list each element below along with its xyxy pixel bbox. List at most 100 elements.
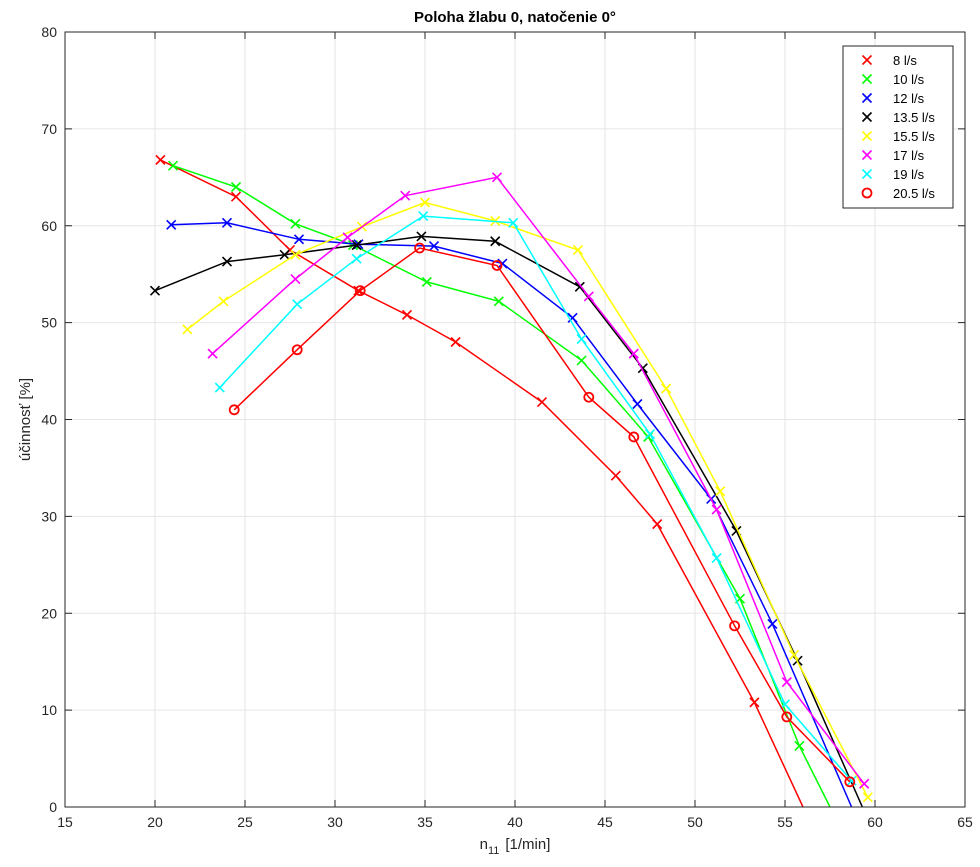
y-tick-label: 0 xyxy=(49,799,57,815)
legend-marker xyxy=(861,92,873,104)
data-point xyxy=(576,334,587,345)
data-point xyxy=(794,740,805,752)
data-point xyxy=(661,383,672,394)
data-point xyxy=(644,428,656,440)
data-point xyxy=(290,273,301,285)
series-1 xyxy=(155,154,804,807)
x-tick-label: 30 xyxy=(327,814,343,830)
y-tick-label: 50 xyxy=(41,315,57,331)
data-point xyxy=(221,217,233,228)
data-point xyxy=(491,172,503,183)
data-point xyxy=(416,231,427,242)
data-point xyxy=(166,219,177,230)
y-tick-label: 60 xyxy=(41,218,57,234)
data-point xyxy=(182,324,193,335)
x-axis-label-unit: [1/min] xyxy=(505,836,550,853)
x-tick-label: 65 xyxy=(957,814,973,830)
data-point xyxy=(497,258,508,269)
legend-label: 12 l/s xyxy=(893,91,925,106)
x-axis-label-subscript: 11 xyxy=(488,845,499,857)
x-tick-label: 40 xyxy=(507,814,523,830)
data-point xyxy=(749,697,760,708)
legend-label: 13.5 l/s xyxy=(893,110,935,125)
legend-marker xyxy=(861,54,873,66)
legend-entry: 15.5 l/s xyxy=(861,129,935,144)
y-tick-label: 80 xyxy=(41,24,57,40)
data-point xyxy=(572,244,584,256)
y-tick-label: 40 xyxy=(41,412,57,428)
data-point xyxy=(567,312,578,323)
x-tick-label: 25 xyxy=(237,814,253,830)
data-point xyxy=(490,236,501,247)
series-line xyxy=(233,247,851,783)
data-point xyxy=(450,336,461,348)
legend-marker xyxy=(861,111,873,123)
data-point xyxy=(844,776,856,788)
data-point xyxy=(715,486,726,497)
legend-box xyxy=(842,45,954,209)
data-point xyxy=(293,234,305,245)
x-tick-label: 35 xyxy=(417,814,433,830)
x-tick-label: 45 xyxy=(597,814,613,830)
data-point xyxy=(230,181,242,193)
legend-entry: 20.5 l/s xyxy=(861,186,935,201)
x-tick-label: 15 xyxy=(57,814,73,830)
series-layer xyxy=(149,154,873,807)
data-point xyxy=(414,242,426,254)
data-point xyxy=(781,676,792,688)
y-tick-label: 10 xyxy=(41,702,57,718)
series-6 xyxy=(207,172,870,789)
data-point xyxy=(862,792,873,803)
data-point xyxy=(221,256,233,267)
legend-entry: 10 l/s xyxy=(861,72,925,87)
x-axis-label: n11 [1/min] xyxy=(480,836,551,857)
data-point xyxy=(354,285,366,297)
data-point xyxy=(400,190,411,201)
legend-label: 19 l/s xyxy=(893,167,925,182)
y-tick-label: 20 xyxy=(41,605,57,621)
x-axis-label-main: n xyxy=(480,836,488,853)
legend-label: 8 l/s xyxy=(893,53,917,68)
data-point xyxy=(214,382,225,393)
data-point xyxy=(428,241,440,252)
data-point xyxy=(729,620,740,632)
data-point xyxy=(767,618,778,629)
data-point xyxy=(218,296,229,307)
data-point xyxy=(207,348,218,359)
legend-marker xyxy=(861,149,873,161)
data-point xyxy=(419,197,431,208)
data-point xyxy=(781,711,793,723)
series-8 xyxy=(228,242,856,788)
series-line xyxy=(212,176,865,785)
data-point xyxy=(652,519,663,530)
legend: 8 l/s 10 l/s 12 l/s 13.5 l/s 15.5 l/s 17 l/s 1… xyxy=(842,45,954,209)
legend-label: 15.5 l/s xyxy=(893,129,935,144)
data-point xyxy=(291,344,303,356)
data-point xyxy=(632,398,643,410)
data-point xyxy=(351,253,362,264)
x-tick-label: 60 xyxy=(867,814,883,830)
legend-marker xyxy=(861,73,873,85)
y-tick-label: 70 xyxy=(41,121,57,137)
y-tick-label: 30 xyxy=(41,508,57,524)
x-tick-label: 50 xyxy=(687,814,703,830)
data-point xyxy=(583,391,595,403)
x-tick-label: 20 xyxy=(147,814,163,830)
data-point xyxy=(351,240,362,251)
series-2 xyxy=(167,160,831,807)
data-point xyxy=(401,309,413,320)
data-point xyxy=(290,249,301,260)
axis-ticks: 15 20 25 30 35 40 45 50 55 60 65 0 10 20 30 40 50 60 70 80 xyxy=(41,24,973,830)
data-point xyxy=(342,232,353,243)
legend-label: 17 l/s xyxy=(893,148,925,163)
series-line xyxy=(219,215,853,782)
data-point xyxy=(536,396,548,408)
legend-marker xyxy=(861,187,873,199)
data-point xyxy=(279,249,290,260)
data-point xyxy=(491,260,503,271)
data-point xyxy=(353,285,364,296)
chart-title: Poloha žlabu 0, natočenie 0° xyxy=(414,9,616,26)
data-point xyxy=(610,470,621,481)
legend-marker xyxy=(861,168,873,180)
